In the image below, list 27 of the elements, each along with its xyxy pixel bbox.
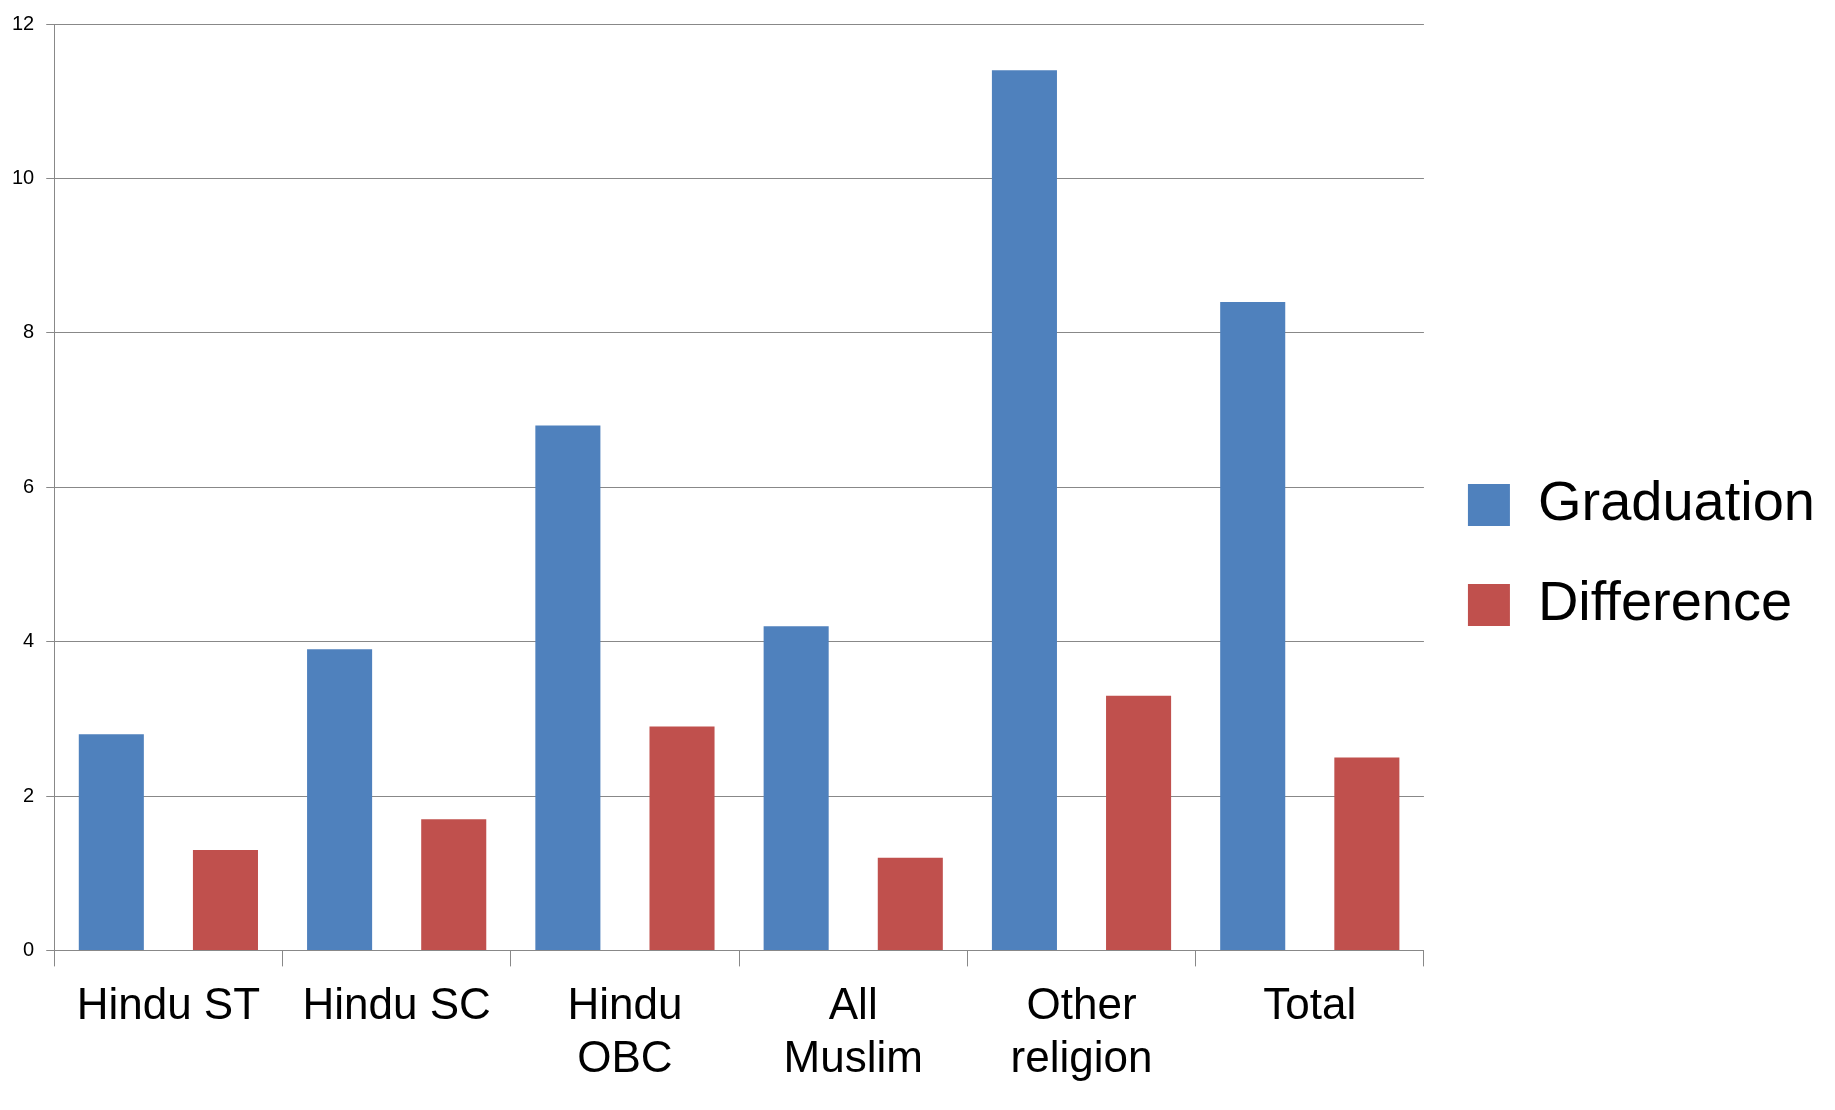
legend-label: Difference — [1537, 569, 1793, 633]
y-tick-label: 8 — [23, 320, 35, 343]
bar — [649, 726, 715, 950]
bar — [78, 734, 144, 950]
x-tick-label: All Muslim — [783, 978, 923, 1081]
y-tick-label: 4 — [23, 629, 35, 652]
y-tick-label: 10 — [12, 165, 35, 188]
bar — [1106, 695, 1172, 950]
bar — [421, 819, 487, 950]
y-tick-label: 2 — [23, 783, 35, 806]
y-tick-label: 0 — [23, 937, 35, 960]
bar — [877, 857, 943, 950]
x-tick-label: Other religion — [1010, 978, 1153, 1081]
bar — [535, 425, 601, 950]
bar — [1220, 301, 1286, 950]
bar — [1334, 757, 1400, 950]
x-tick-label: Hindu OBC — [567, 978, 683, 1081]
x-tick-label: Hindu SC — [302, 978, 491, 1028]
y-tick-label: 12 — [12, 11, 35, 34]
bar — [307, 649, 373, 950]
x-tick-label: Hindu ST — [76, 978, 261, 1028]
bar — [991, 70, 1057, 950]
legend-label: Graduation — [1537, 469, 1815, 533]
bar — [763, 626, 829, 950]
y-tick-label: 6 — [23, 474, 35, 497]
x-tick-label: Total — [1263, 978, 1357, 1028]
bar — [192, 850, 258, 950]
